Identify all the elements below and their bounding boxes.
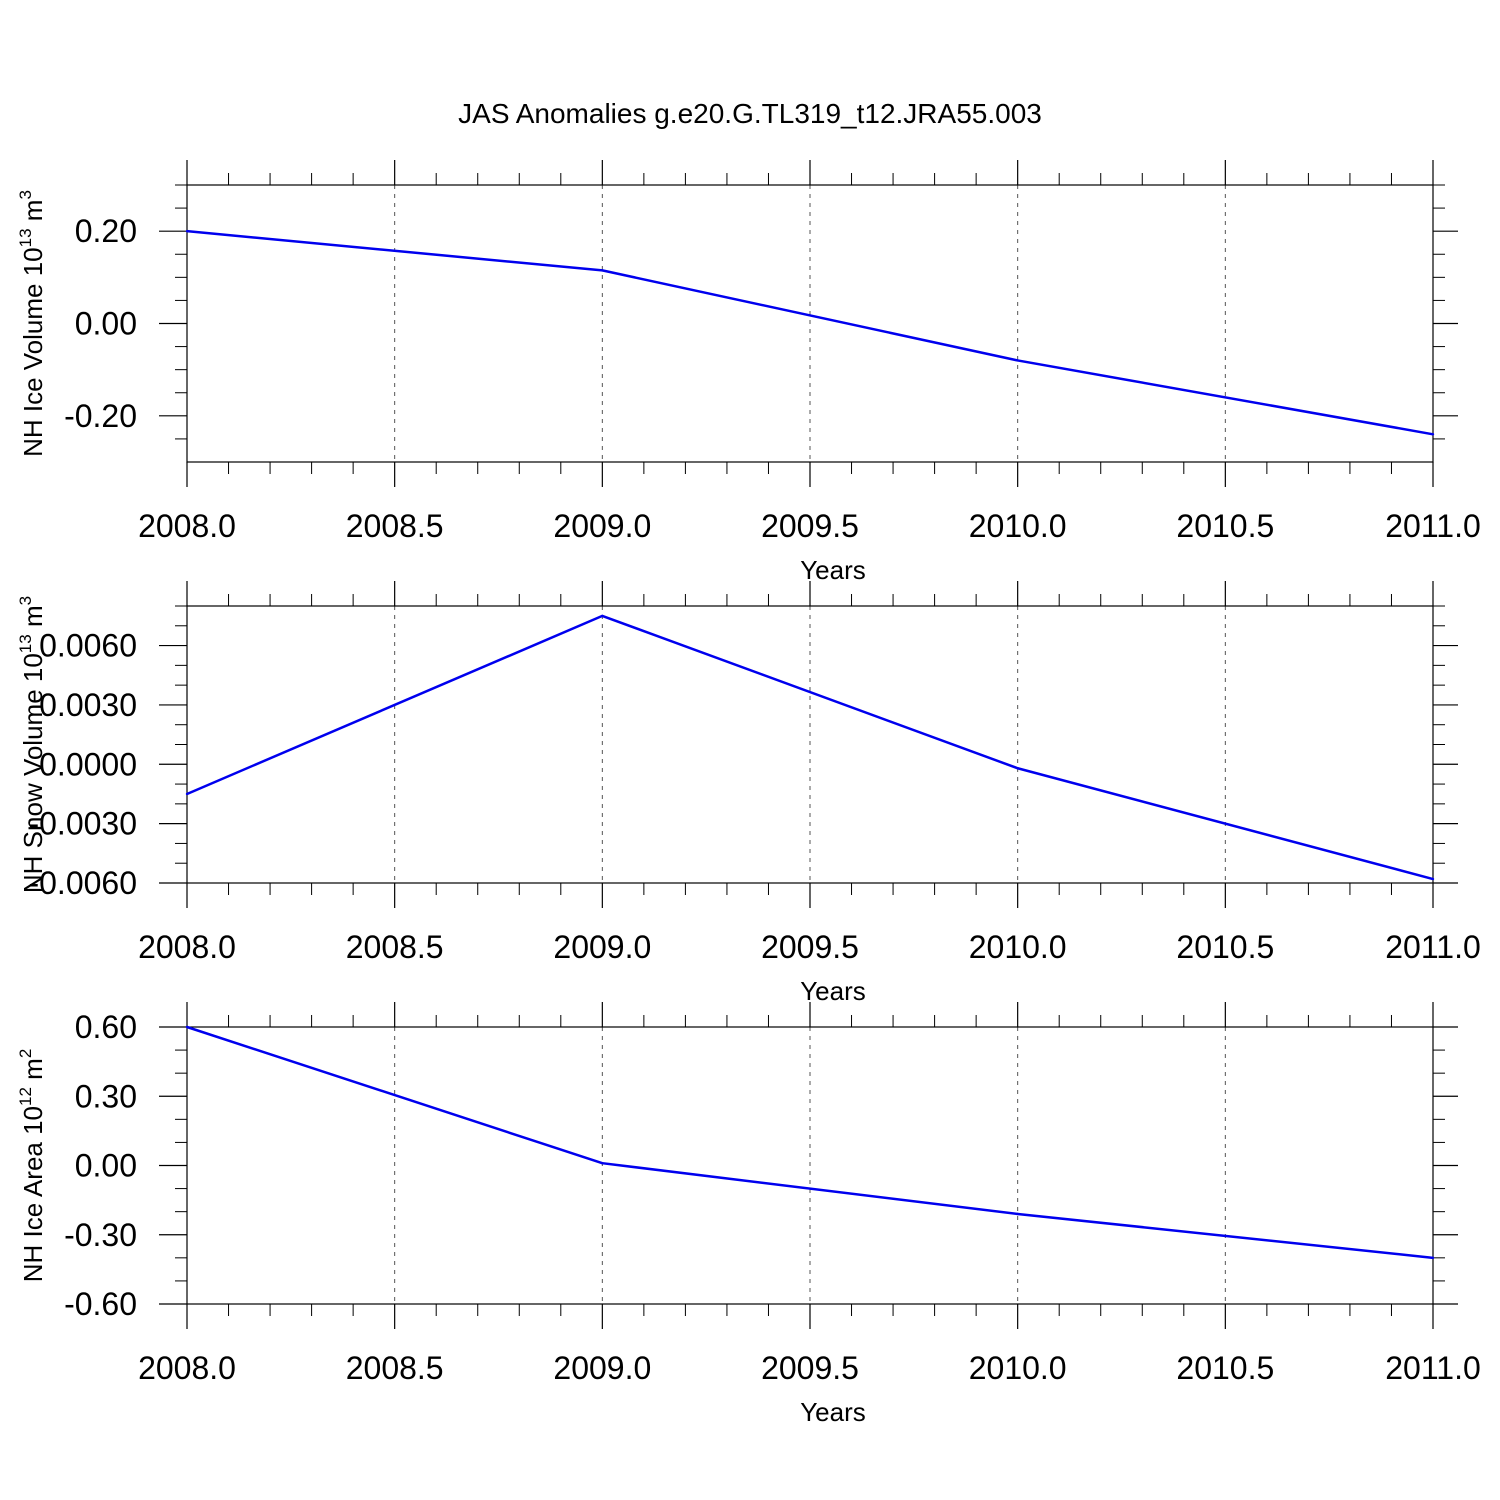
x-tick-label: 2010.5 — [1176, 929, 1274, 965]
x-axis-label: Years — [800, 976, 866, 1006]
x-tick-label: 2009.5 — [761, 508, 859, 544]
data-point — [1016, 359, 1019, 362]
x-tick-label: 2009.0 — [553, 508, 651, 544]
data-point — [601, 1161, 604, 1165]
x-tick-label: 2011.0 — [1385, 508, 1481, 544]
x-tick-label: 2009.5 — [761, 929, 859, 965]
data-point — [185, 229, 189, 233]
data-point — [1431, 877, 1435, 881]
data-point — [1016, 767, 1019, 770]
x-axis-label: Years — [800, 555, 866, 585]
x-tick-label: 2010.5 — [1176, 508, 1274, 544]
x-tick-label: 2008.5 — [346, 508, 444, 544]
x-tick-label: 2008.0 — [138, 929, 236, 965]
data-point — [185, 1025, 189, 1029]
panel-1: 2008.0 2008.5 2009.0 2009.5 2010.0 2010.5 2011… — [16, 160, 1481, 585]
data-point — [185, 792, 189, 796]
x-tick-label: 2011.0 — [1385, 929, 1481, 965]
y-tick-label: 0.00 — [75, 1148, 137, 1184]
data-point — [601, 269, 604, 272]
chart-title: JAS Anomalies g.e20.G.TL319_t12.JRA55.00… — [458, 98, 1042, 129]
y-axis-label: NH Snow Volume 1013 m3 — [16, 596, 48, 893]
y-tick-label: 0.30 — [75, 1078, 137, 1114]
panels: 2008.0 2008.5 2009.0 2009.5 2010.0 2010.5 2011… — [16, 160, 1481, 1427]
y-tick-label: 0.0030 — [39, 687, 137, 723]
panel-3: 2008.0 2008.5 2009.0 2009.5 2010.0 2010.5 2011… — [16, 1002, 1481, 1427]
panel-2: 2008.0 2008.5 2009.0 2009.5 2010.0 2010.5 2011… — [16, 581, 1481, 1006]
data-point — [1431, 1256, 1435, 1260]
y-tick-label: -0.0060 — [28, 865, 137, 901]
x-tick-label: 2010.0 — [969, 929, 1067, 965]
data-point — [601, 614, 604, 618]
y-tick-label: 0.20 — [75, 213, 137, 249]
x-tick-label: 2009.0 — [553, 1350, 651, 1386]
x-tick-label: 2010.0 — [969, 508, 1067, 544]
y-tick-label: -0.30 — [64, 1217, 137, 1253]
series-line — [186, 1025, 1434, 1260]
data-point — [1431, 433, 1435, 436]
series-line — [186, 614, 1434, 881]
x-tick-label: 2010.0 — [969, 1350, 1067, 1386]
x-tick-label: 2011.0 — [1385, 1350, 1481, 1386]
x-tick-label: 2008.5 — [346, 929, 444, 965]
y-tick-label: -0.60 — [64, 1286, 137, 1322]
x-tick-label: 2008.5 — [346, 1350, 444, 1386]
series-line — [186, 229, 1434, 436]
x-tick-label: 2009.5 — [761, 1350, 859, 1386]
data-point — [1016, 1212, 1019, 1216]
x-tick-label: 2010.5 — [1176, 1350, 1274, 1386]
y-tick-label: -0.20 — [64, 398, 137, 434]
y-tick-label: 0.0000 — [39, 746, 137, 782]
y-axis-label: NH Ice Area 1012 m2 — [16, 1049, 48, 1283]
x-tick-label: 2008.0 — [138, 1350, 236, 1386]
x-axis-label: Years — [800, 1397, 866, 1427]
y-axis-label: NH Ice Volume 1013 m3 — [16, 190, 48, 457]
y-tick-label: 0.00 — [75, 306, 137, 342]
x-tick-label: 2009.0 — [553, 929, 651, 965]
x-tick-label: 2008.0 — [138, 508, 236, 544]
y-tick-label: -0.0030 — [28, 806, 137, 842]
y-tick-label: 0.60 — [75, 1009, 137, 1045]
y-tick-label: 0.0060 — [39, 628, 137, 664]
